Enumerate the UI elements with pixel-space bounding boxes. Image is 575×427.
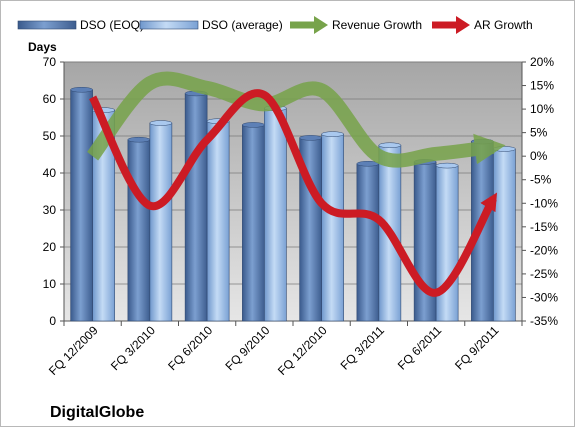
legend-swatch (17, 20, 77, 30)
legend-swatch (139, 20, 199, 30)
y-left-tick-label: 20 (43, 240, 57, 254)
y-left-axis-title: Days (28, 40, 57, 54)
y-right-tick-label: -20% (530, 243, 558, 257)
y-right-tick-label: 5% (530, 126, 548, 140)
x-tick-label: FQ 6/2011 (395, 323, 445, 373)
y-right-tick-label: -35% (530, 314, 558, 328)
y-right-tick-label: -25% (530, 267, 558, 281)
x-tick-label: FQ 9/2011 (452, 323, 502, 373)
y-left-tick-label: 10 (43, 277, 57, 291)
legend-label: DSO (EOQ) (80, 18, 144, 32)
x-tick-label: FQ 12/2009 (46, 323, 101, 378)
bar-dso-average (264, 107, 287, 322)
y-left-tick-label: 60 (43, 92, 57, 106)
y-right-tick-label: 10% (530, 102, 554, 116)
bar-dso-eoq (413, 161, 437, 322)
bar-top (493, 146, 516, 152)
bar-dso-eoq (70, 89, 93, 322)
bar-dso-eoq (242, 124, 265, 322)
y-left-tick-label: 0 (49, 314, 56, 328)
y-right-tick-label: -5% (530, 173, 552, 187)
bar-top (149, 120, 173, 126)
bar-dso-average (321, 133, 344, 322)
bar-top (321, 131, 344, 137)
y-right-tick-label: 20% (530, 55, 554, 69)
line-ar-growth (89, 89, 498, 297)
bar-top (70, 87, 93, 93)
legend-label: Revenue Growth (332, 18, 422, 32)
bar-dso-average (435, 165, 459, 322)
y-left-tick-label: 40 (43, 166, 57, 180)
bar-dso-average (206, 120, 230, 322)
legend-label: DSO (average) (202, 18, 283, 32)
y-right-tick-label: -15% (530, 220, 558, 234)
legend: DSO (EOQ) DSO (average) Revenue Growth AR G… (17, 16, 533, 34)
bar-dso-average (493, 148, 516, 322)
bar-dso-eoq (356, 163, 380, 322)
y-right-tick-label: -30% (530, 290, 558, 304)
x-tick-label: FQ 9/2010 (223, 323, 273, 373)
bar-dso-eoq (184, 93, 208, 322)
bar-dso-eoq (127, 139, 151, 322)
y-right-tick-label: 0% (530, 149, 548, 163)
legend-arrowhead (456, 16, 470, 34)
x-tick-label: FQ 12/2010 (275, 323, 330, 378)
y-left-tick-label: 50 (43, 129, 57, 143)
y-right-tick-label: 15% (530, 79, 554, 93)
y-left-tick-label: 70 (43, 55, 57, 69)
y-right-tick-label: -10% (530, 196, 558, 210)
x-tick-label: FQ 6/2010 (165, 323, 215, 373)
bar-top (378, 142, 402, 148)
bar-top (127, 136, 151, 143)
x-tick-label: FQ 3/2010 (108, 323, 158, 373)
line-revenue-growth (86, 71, 506, 168)
bar-top (435, 162, 459, 169)
bar-top (242, 122, 265, 128)
bar-dso-average (149, 122, 173, 322)
y-left-tick-label: 30 (43, 203, 57, 217)
legend-label: AR Growth (474, 18, 533, 32)
legend-arrowhead (314, 16, 328, 34)
x-tick-label: FQ 3/2011 (338, 323, 388, 373)
bar-top (299, 135, 322, 141)
company-name: DigitalGlobe (50, 404, 144, 421)
